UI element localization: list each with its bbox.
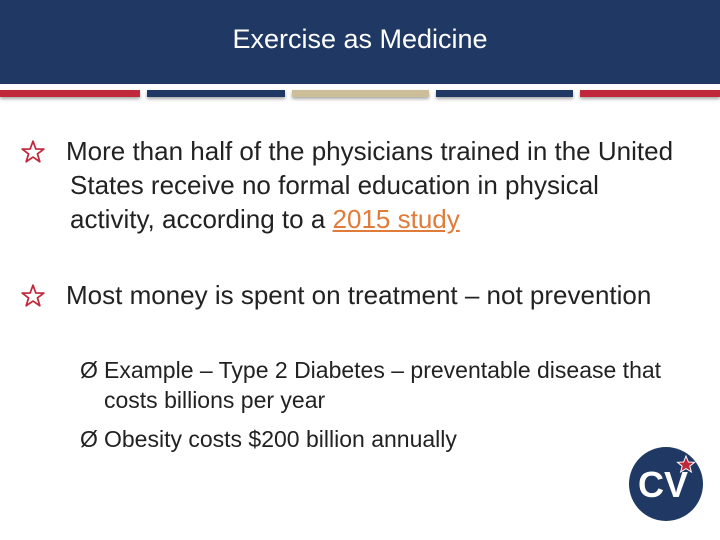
arrow-bullet-icon: Ø <box>80 357 98 383</box>
star-outline-icon <box>21 140 45 163</box>
bullet-text: Most money is spent on treatment – not p… <box>66 280 652 310</box>
bullet-item: Most money is spent on treatment – not p… <box>20 278 680 312</box>
arrow-bullet-icon: Ø <box>80 426 98 452</box>
divider-stripe-red-left <box>0 90 140 97</box>
study-link[interactable]: 2015 study <box>332 204 460 234</box>
star-outline-icon <box>21 284 45 307</box>
bullet-text: More than half of the physicians trained… <box>66 136 674 234</box>
sub-bullet-text: Obesity costs $200 billion annually <box>104 426 457 452</box>
bullet-item: More than half of the physicians trained… <box>20 134 680 236</box>
slide-header: Exercise as Medicine <box>0 0 720 84</box>
divider-stripe-navy-1 <box>147 90 285 97</box>
divider-stripe-red-right <box>580 90 720 97</box>
sub-bullet-text: Example – Type 2 Diabetes – preventable … <box>104 357 662 413</box>
divider-stripe-navy-2 <box>436 90 573 97</box>
divider-stripe-tan <box>292 90 429 97</box>
cv-logo-icon: CV <box>629 447 703 521</box>
slide-title: Exercise as Medicine <box>232 23 488 54</box>
logo-text: CV <box>638 464 688 505</box>
sub-bullet-item: Ø Obesity costs $200 billion annually <box>80 424 680 454</box>
sub-bullet-item: Ø Example – Type 2 Diabetes – preventabl… <box>80 355 680 415</box>
